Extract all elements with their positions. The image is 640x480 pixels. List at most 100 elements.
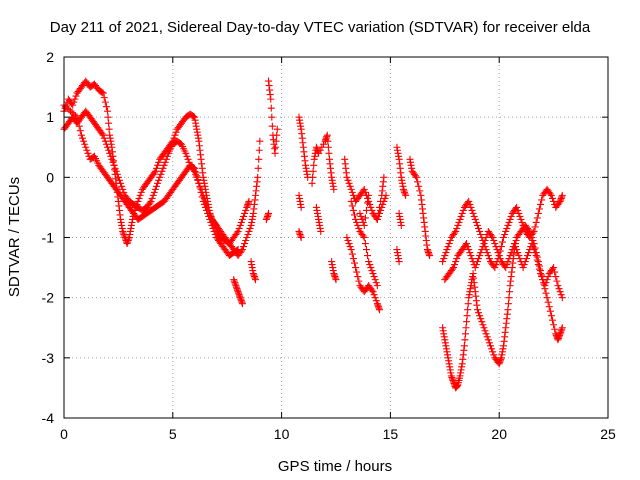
data-point [490, 351, 498, 359]
data-point [481, 237, 489, 245]
data-point [208, 221, 216, 229]
data-point [493, 246, 501, 254]
data-point [318, 143, 326, 151]
data-point [529, 237, 537, 245]
y-tick-label: -4 [42, 410, 55, 426]
data-point [542, 289, 550, 297]
data-point [519, 221, 527, 229]
data-point [376, 306, 384, 314]
data-point [101, 98, 109, 106]
data-point [473, 221, 481, 229]
data-point [488, 345, 496, 353]
data-point [349, 206, 357, 214]
data-point [440, 255, 448, 263]
data-point [441, 252, 449, 260]
data-point [106, 149, 114, 157]
data-point [137, 188, 145, 196]
data-point [150, 169, 158, 177]
data-point [507, 212, 515, 220]
data-point [255, 146, 263, 154]
data-point [155, 158, 163, 166]
data-point [472, 261, 480, 269]
data-point [150, 188, 158, 196]
data-point [172, 128, 180, 136]
data-point [297, 203, 305, 211]
data-point [506, 215, 514, 223]
data-point [157, 170, 165, 178]
data-point [309, 167, 317, 175]
data-point [543, 276, 551, 284]
data-point [555, 285, 563, 293]
data-point [243, 234, 251, 241]
data-point [154, 179, 162, 187]
data-point [547, 191, 555, 199]
data-point [552, 273, 560, 281]
data-point [115, 176, 123, 184]
data-point [478, 318, 486, 326]
data-point [380, 173, 388, 181]
data-point [98, 130, 106, 138]
data-point [542, 279, 550, 287]
data-point [101, 137, 109, 145]
data-point [308, 179, 316, 187]
data-point [235, 224, 243, 232]
data-point [455, 218, 463, 226]
data-point [347, 185, 355, 193]
data-point [475, 309, 483, 317]
data-point [365, 197, 373, 205]
data-point [535, 265, 543, 273]
data-point [371, 276, 379, 284]
data-point [325, 149, 333, 157]
data-point [414, 178, 422, 186]
data-point [159, 164, 167, 172]
data-point [514, 249, 522, 257]
data-point [532, 252, 540, 260]
data-point [162, 155, 170, 163]
data-point [477, 230, 485, 238]
data-point [118, 182, 126, 190]
data-point [506, 288, 514, 296]
data-point [104, 107, 112, 115]
data-point [110, 161, 118, 169]
data-point [360, 221, 368, 229]
data-point [370, 273, 378, 281]
data-point [522, 255, 530, 263]
data-point [469, 209, 477, 217]
data-point [155, 176, 163, 184]
data-point [355, 224, 363, 232]
data-point [245, 197, 253, 205]
data-point [538, 196, 546, 204]
data-point [73, 113, 81, 121]
series-track-c [60, 101, 242, 260]
data-point [102, 140, 110, 148]
data-point [273, 125, 281, 133]
data-point [364, 199, 372, 207]
data-point [381, 194, 389, 202]
data-point [330, 185, 338, 193]
data-point [496, 255, 504, 263]
data-point [372, 279, 380, 287]
data-point [69, 101, 77, 109]
data-point [547, 312, 555, 320]
data-point [65, 106, 73, 114]
data-point [516, 255, 524, 263]
data-point [147, 197, 155, 205]
data-point [445, 240, 453, 248]
data-point [555, 199, 563, 207]
data-point [198, 193, 206, 201]
data-point [485, 339, 493, 347]
data-point [468, 206, 476, 214]
data-point [184, 155, 192, 163]
data-point [415, 182, 423, 190]
data-point [135, 194, 143, 202]
data-point [456, 215, 464, 223]
data-point [492, 243, 500, 251]
data-point [324, 137, 332, 145]
data-point [538, 273, 546, 281]
data-point [152, 182, 160, 190]
data-point [443, 246, 451, 254]
data-point [82, 143, 90, 151]
data-point [100, 134, 108, 142]
data-point [529, 229, 537, 237]
data-point [78, 134, 86, 142]
